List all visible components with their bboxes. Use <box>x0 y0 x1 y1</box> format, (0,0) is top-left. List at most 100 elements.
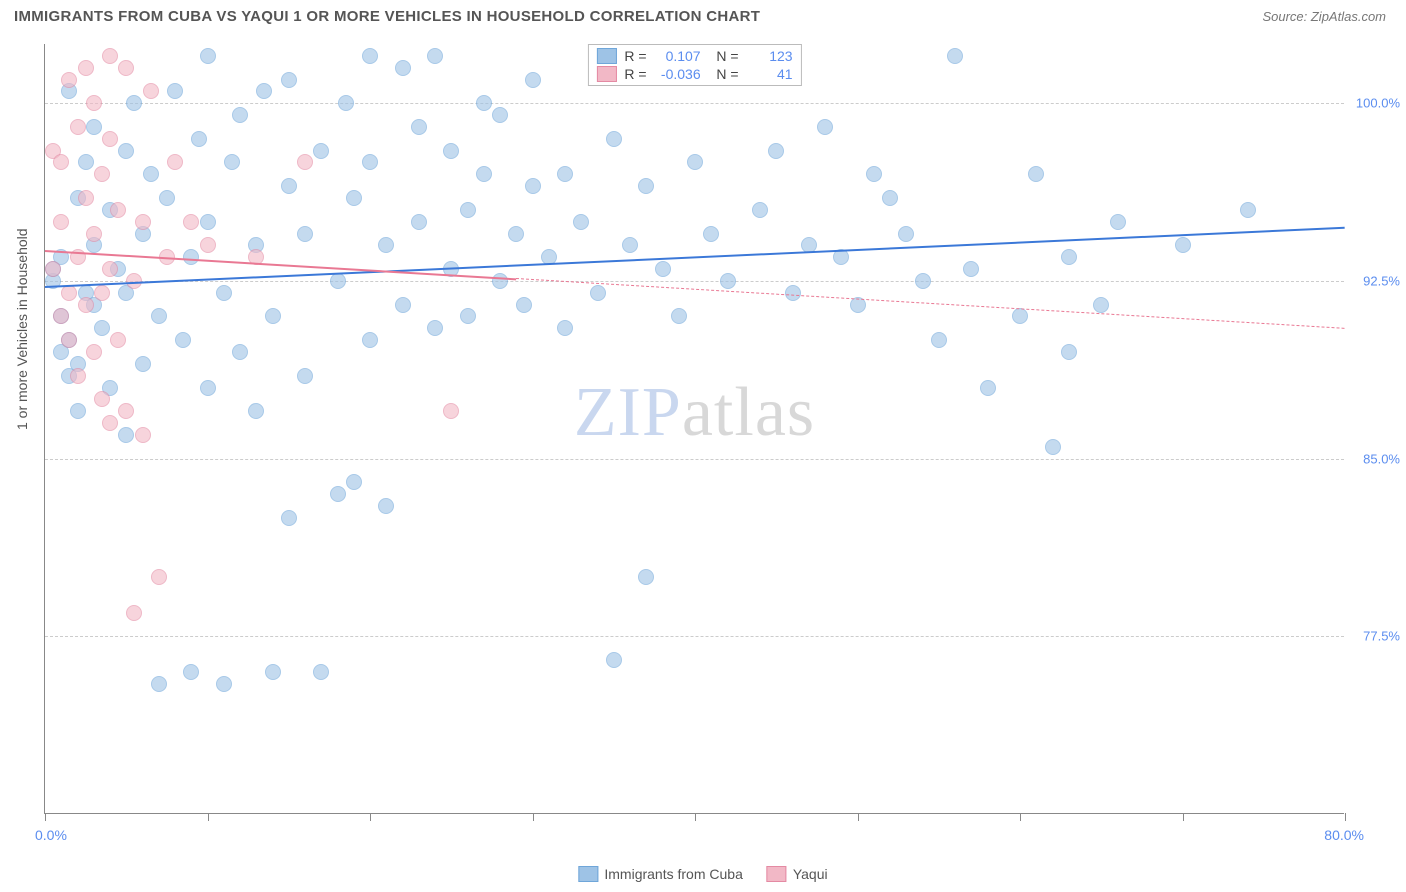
data-point <box>70 403 86 419</box>
data-point <box>86 226 102 242</box>
data-point <box>557 320 573 336</box>
data-point <box>1061 249 1077 265</box>
data-point <box>102 261 118 277</box>
data-point <box>78 60 94 76</box>
x-tick <box>858 813 859 821</box>
data-point <box>443 403 459 419</box>
data-point <box>655 261 671 277</box>
legend-swatch <box>596 66 616 82</box>
data-point <box>866 166 882 182</box>
data-point <box>86 95 102 111</box>
data-point <box>151 676 167 692</box>
data-point <box>931 332 947 348</box>
source-label: Source: ZipAtlas.com <box>1262 9 1386 24</box>
legend-item: Yaqui <box>767 866 828 882</box>
x-tick <box>533 813 534 821</box>
gridline <box>45 459 1344 460</box>
y-tick-label: 85.0% <box>1363 451 1400 466</box>
data-point <box>427 48 443 64</box>
trend-line <box>45 226 1345 287</box>
gridline <box>45 636 1344 637</box>
trend-line <box>516 278 1345 329</box>
data-point <box>508 226 524 242</box>
x-tick <box>1020 813 1021 821</box>
data-point <box>411 119 427 135</box>
data-point <box>313 664 329 680</box>
x-tick <box>45 813 46 821</box>
data-point <box>330 486 346 502</box>
stat-n-label: N = <box>709 66 739 82</box>
data-point <box>86 344 102 360</box>
data-point <box>460 202 476 218</box>
data-point <box>216 285 232 301</box>
data-point <box>492 273 508 289</box>
y-tick-label: 100.0% <box>1356 96 1400 111</box>
legend-label: Immigrants from Cuba <box>604 866 742 882</box>
data-point <box>297 368 313 384</box>
data-point <box>281 510 297 526</box>
data-point <box>1110 214 1126 230</box>
data-point <box>167 83 183 99</box>
data-point <box>175 332 191 348</box>
data-point <box>378 237 394 253</box>
y-tick-label: 77.5% <box>1363 629 1400 644</box>
x-tick <box>1345 813 1346 821</box>
data-point <box>135 214 151 230</box>
data-point <box>151 569 167 585</box>
data-point <box>947 48 963 64</box>
scatter-chart: ZIPatlas R =0.107 N =123R =-0.036 N =41 … <box>44 44 1344 814</box>
data-point <box>94 320 110 336</box>
data-point <box>61 332 77 348</box>
x-tick <box>208 813 209 821</box>
data-point <box>118 60 134 76</box>
data-point <box>492 107 508 123</box>
data-point <box>1012 308 1028 324</box>
stat-r-value: 0.107 <box>655 48 701 64</box>
data-point <box>395 297 411 313</box>
stat-n-label: N = <box>709 48 739 64</box>
data-point <box>159 190 175 206</box>
data-point <box>606 652 622 668</box>
data-point <box>378 498 394 514</box>
data-point <box>151 308 167 324</box>
data-point <box>313 143 329 159</box>
data-point <box>78 297 94 313</box>
stats-legend: R =0.107 N =123R =-0.036 N =41 <box>587 44 801 86</box>
data-point <box>525 178 541 194</box>
data-point <box>183 214 199 230</box>
data-point <box>362 154 378 170</box>
data-point <box>110 202 126 218</box>
legend-swatch <box>578 866 598 882</box>
data-point <box>53 308 69 324</box>
data-point <box>94 166 110 182</box>
data-point <box>638 178 654 194</box>
y-axis-title: 1 or more Vehicles in Household <box>14 228 30 430</box>
data-point <box>78 154 94 170</box>
legend-label: Yaqui <box>793 866 828 882</box>
stat-r-value: -0.036 <box>655 66 701 82</box>
data-point <box>1240 202 1256 218</box>
data-point <box>752 202 768 218</box>
data-point <box>1061 344 1077 360</box>
data-point <box>525 72 541 88</box>
data-point <box>135 356 151 372</box>
data-point <box>427 320 443 336</box>
data-point <box>622 237 638 253</box>
data-point <box>330 273 346 289</box>
data-point <box>232 107 248 123</box>
data-point <box>110 332 126 348</box>
gridline <box>45 281 1344 282</box>
data-point <box>362 48 378 64</box>
x-tick <box>1183 813 1184 821</box>
data-point <box>53 154 69 170</box>
data-point <box>516 297 532 313</box>
data-point <box>216 676 232 692</box>
data-point <box>70 368 86 384</box>
data-point <box>118 427 134 443</box>
watermark: ZIPatlas <box>574 373 815 453</box>
data-point <box>768 143 784 159</box>
data-point <box>557 166 573 182</box>
data-point <box>265 664 281 680</box>
data-point <box>476 95 492 111</box>
data-point <box>183 664 199 680</box>
